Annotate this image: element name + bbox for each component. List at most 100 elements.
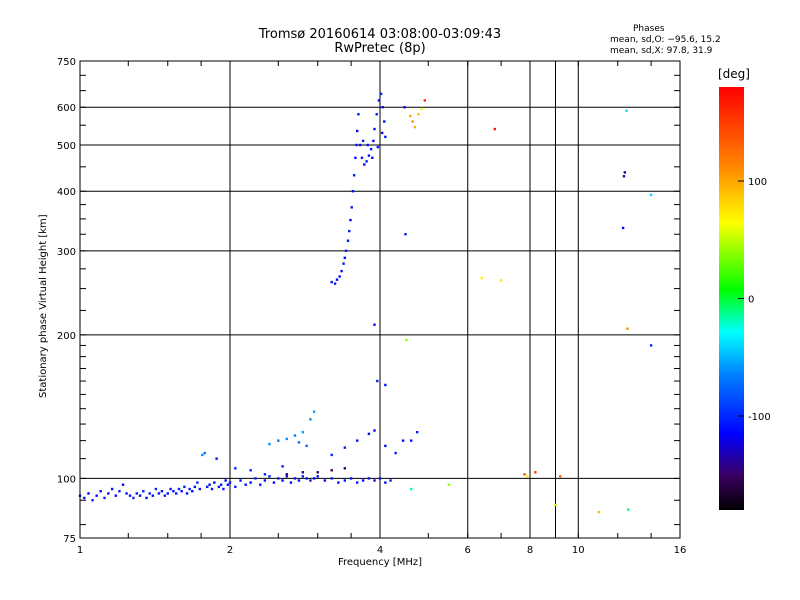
- data-point: [234, 467, 237, 470]
- data-point: [447, 483, 451, 486]
- data-point: [132, 496, 135, 500]
- data-point: [160, 490, 164, 493]
- data-point: [622, 175, 626, 178]
- data-point: [404, 233, 407, 236]
- data-point: [142, 490, 145, 493]
- colorbar-tick-label: 100: [748, 177, 767, 188]
- data-point: [285, 437, 288, 441]
- data-point: [367, 432, 371, 436]
- data-point: [369, 147, 373, 151]
- data-point: [379, 92, 383, 96]
- data-point: [343, 467, 347, 470]
- data-point: [409, 439, 413, 442]
- data-point: [277, 439, 280, 442]
- data-point: [215, 457, 218, 460]
- data-point: [330, 280, 333, 284]
- chart-title: Tromsø 20160614 03:08:00-03:09:43: [258, 27, 502, 42]
- data-point: [148, 492, 151, 495]
- data-point: [355, 481, 359, 484]
- grid-lines: [80, 61, 680, 538]
- stats-x-mode: mean, sd,X: 97.8, 31.9: [610, 46, 713, 56]
- data-point: [349, 218, 352, 222]
- data-point: [83, 496, 86, 500]
- data-point: [420, 107, 423, 111]
- data-point: [373, 127, 376, 131]
- data-point: [499, 279, 503, 282]
- x-tick-label: 16: [674, 545, 687, 556]
- data-point: [177, 487, 181, 491]
- data-point: [381, 106, 384, 109]
- data-point: [263, 473, 267, 476]
- data-point: [125, 492, 128, 495]
- data-point: [377, 99, 381, 102]
- data-point: [376, 379, 379, 383]
- data-point: [95, 494, 98, 497]
- data-point: [213, 481, 216, 484]
- x-tick-label: 2: [227, 545, 233, 556]
- y-tick-label: 200: [57, 331, 76, 342]
- data-point: [559, 475, 562, 478]
- data-point: [371, 156, 374, 160]
- data-point: [367, 154, 371, 157]
- data-point: [409, 487, 413, 491]
- data-point: [597, 510, 601, 514]
- data-point: [312, 410, 316, 413]
- data-point: [154, 487, 158, 491]
- y-tick-label: 750: [57, 57, 76, 68]
- data-point: [91, 499, 94, 502]
- data-point: [330, 477, 333, 480]
- data-point: [338, 275, 341, 278]
- data-point: [330, 469, 333, 472]
- data-point: [301, 475, 305, 478]
- x-tick-label: 6: [465, 545, 471, 556]
- data-point: [415, 430, 419, 434]
- data-point: [224, 479, 227, 482]
- data-point: [145, 496, 148, 500]
- data-point: [354, 156, 357, 160]
- x-tick-label: 8: [527, 545, 533, 556]
- data-points: [78, 92, 653, 514]
- colorbar-tick-label: -100: [748, 412, 771, 423]
- y-tick-label: 500: [57, 141, 76, 152]
- x-tick-label: 1: [77, 545, 83, 556]
- data-point: [293, 477, 297, 480]
- data-point: [411, 120, 414, 123]
- y-tick-label: 75: [63, 534, 76, 545]
- data-point: [384, 135, 387, 139]
- data-point: [268, 475, 271, 478]
- y-tick-label: 100: [57, 474, 76, 485]
- data-point: [301, 430, 305, 434]
- data-point: [175, 492, 178, 495]
- data-point: [217, 485, 221, 489]
- data-point: [343, 256, 347, 260]
- data-point: [196, 481, 199, 484]
- axis-tick-labels: 1 2 4 8 16 6 10 75 100 200 300 400 500 600 750: [57, 57, 686, 556]
- data-point: [375, 113, 378, 116]
- data-point: [355, 143, 358, 147]
- data-point: [380, 131, 384, 135]
- data-point: [151, 494, 155, 497]
- data-point: [169, 487, 172, 491]
- data-point: [376, 145, 380, 149]
- data-point: [649, 344, 653, 347]
- data-point: [627, 508, 630, 511]
- data-point: [330, 453, 333, 457]
- data-point: [335, 278, 339, 281]
- data-point: [99, 490, 102, 493]
- data-point: [210, 487, 214, 491]
- data-point: [373, 479, 376, 482]
- data-point: [289, 481, 293, 484]
- data-point: [128, 494, 132, 497]
- data-point: [114, 494, 118, 497]
- data-point: [526, 475, 529, 478]
- data-point: [249, 469, 252, 472]
- axis-ticks: [80, 61, 680, 538]
- data-point: [363, 163, 366, 166]
- data-point: [259, 483, 262, 486]
- data-point: [403, 106, 406, 109]
- data-point: [349, 477, 353, 480]
- data-point: [219, 483, 223, 486]
- data-point: [272, 481, 276, 484]
- data-point: [405, 338, 408, 342]
- data-point: [228, 481, 232, 484]
